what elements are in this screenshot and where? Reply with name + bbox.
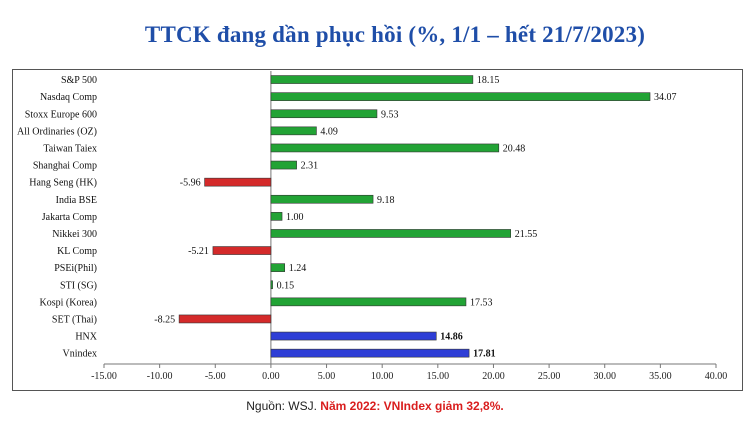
value-label: 18.15 <box>477 75 500 86</box>
bar <box>270 263 286 272</box>
category-label: Taiwan Taiex <box>43 143 97 154</box>
bar <box>270 331 437 341</box>
category-label: S&P 500 <box>61 75 97 86</box>
value-label: 2.31 <box>301 161 319 172</box>
value-label: -5.21 <box>188 246 209 257</box>
bar <box>270 212 283 221</box>
bar <box>270 194 374 204</box>
category-label: Kospi (Korea) <box>40 297 97 308</box>
x-tick-label: 5.00 <box>318 371 336 382</box>
category-label: Jakarta Comp <box>42 212 97 223</box>
category-label: PSEi(Phil) <box>54 263 97 274</box>
bar <box>212 246 272 255</box>
category-label: India BSE <box>56 195 97 206</box>
value-label: -8.25 <box>154 314 175 325</box>
bar <box>270 75 474 84</box>
bar <box>270 126 317 136</box>
value-label: 17.81 <box>473 349 496 360</box>
category-label: Shanghai Comp <box>33 161 97 172</box>
bar <box>270 348 470 358</box>
bar <box>270 229 512 238</box>
bar <box>270 297 467 307</box>
x-tick-label: -5.00 <box>205 371 226 382</box>
value-label: 14.86 <box>440 332 463 343</box>
value-label: 21.55 <box>515 229 538 240</box>
x-tick-label: 20.00 <box>482 371 505 382</box>
value-label: 9.18 <box>377 195 395 206</box>
value-label: 1.00 <box>286 212 304 223</box>
x-tick-label: 0.00 <box>262 371 280 382</box>
category-label: Stoxx Europe 600 <box>25 109 97 120</box>
bar-chart: -15.00 -10.00 -5.00 0.00 5.00 10.00 15.00 20.00… <box>17 71 728 382</box>
category-label: Nasdaq Comp <box>40 92 97 103</box>
x-tick-label: -15.00 <box>91 371 117 382</box>
x-tick-label: 40.00 <box>705 371 728 382</box>
category-label: Hang Seng (HK) <box>29 178 97 189</box>
category-label: Vnindex <box>63 349 97 360</box>
category-label: HNX <box>75 332 97 343</box>
category-label: KL Comp <box>57 246 97 257</box>
value-label: 1.24 <box>289 263 307 274</box>
value-label: 9.53 <box>381 109 399 120</box>
chart-title: TTCK đang dần phục hồi (%, 1/1 – hết 21/… <box>144 22 646 47</box>
value-label: 17.53 <box>470 297 493 308</box>
bar <box>270 160 297 170</box>
x-tick-label: 30.00 <box>593 371 616 382</box>
value-label: -5.96 <box>180 178 201 189</box>
bar <box>270 109 378 119</box>
bar <box>178 314 272 324</box>
value-label: 0.15 <box>277 280 295 291</box>
source-highlight: Năm 2022: VNIndex giảm 32,8%. <box>320 399 504 413</box>
category-label: STI (SG) <box>60 280 97 291</box>
bar <box>270 92 651 101</box>
bar <box>270 280 273 290</box>
category-label: All Ordinaries (OZ) <box>17 126 97 137</box>
value-label: 4.09 <box>320 126 338 137</box>
x-tick-label: 35.00 <box>649 371 672 382</box>
category-label: SET (Thai) <box>52 314 97 325</box>
x-tick-label: 15.00 <box>427 371 450 382</box>
plot-frame <box>12 69 743 391</box>
x-tick-label: -10.00 <box>147 371 173 382</box>
x-tick-label: 10.00 <box>371 371 394 382</box>
bar <box>270 143 500 153</box>
value-label: 34.07 <box>654 92 677 103</box>
source-note: Nguồn: WSJ. Năm 2022: VNIndex giảm 32,8%… <box>0 399 750 413</box>
value-label: 20.48 <box>503 143 526 154</box>
x-tick-label: 25.00 <box>538 371 561 382</box>
bar <box>204 177 272 187</box>
category-label: Nikkei 300 <box>52 229 97 240</box>
source-prefix: Nguồn: WSJ. <box>246 399 321 413</box>
